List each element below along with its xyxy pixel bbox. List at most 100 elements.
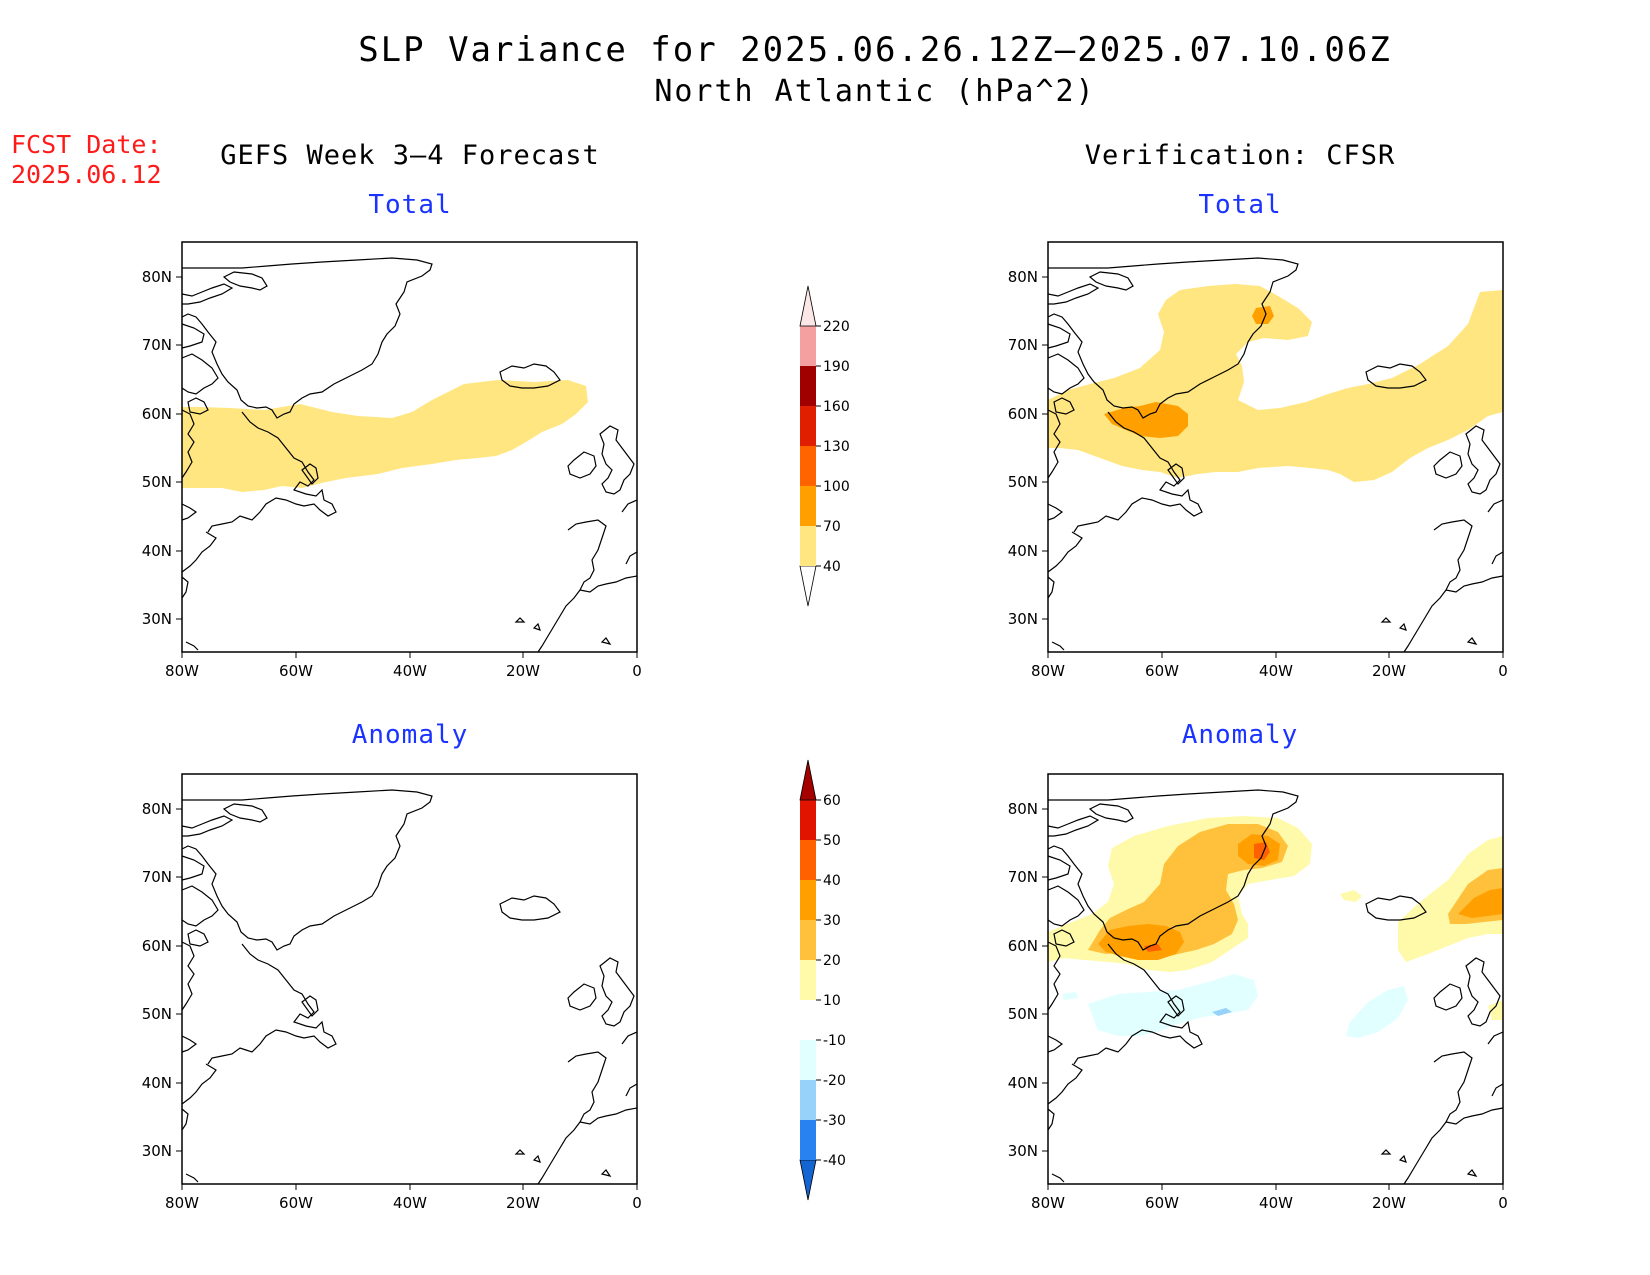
shaded-region-neg10-neg20	[1346, 986, 1408, 1038]
lat-label: 70N	[142, 336, 172, 354]
colorbar-label: 160	[823, 399, 850, 415]
colorbar-segment	[800, 1040, 816, 1080]
shaded-region-40-50	[1144, 944, 1162, 952]
shaded-region-30-40	[1458, 888, 1503, 918]
colorbar-segment	[800, 1080, 816, 1120]
lat-label: 30N	[142, 610, 172, 628]
lon-label: 80W	[165, 1194, 199, 1212]
right-column-title: Verification: CFSR	[1084, 140, 1396, 171]
lon-label: 0	[632, 662, 642, 680]
colorbar-label: 220	[823, 319, 850, 335]
fcst-date: 2025.06.12	[11, 160, 162, 189]
colorbar-segment	[800, 366, 816, 406]
lat-label: 60N	[1008, 405, 1038, 423]
colorbar-segment	[800, 960, 816, 1000]
lat-label: 60N	[142, 937, 172, 955]
shaded-region-neg10-neg20	[1088, 974, 1258, 1036]
colorbar-label: 60	[823, 793, 841, 809]
shaded-region-70-100	[1252, 306, 1274, 324]
fcst-label: FCST Date:	[11, 130, 162, 159]
lon-label: 80W	[1031, 662, 1065, 680]
lat-label: 70N	[142, 868, 172, 886]
lon-label: 40W	[393, 1194, 427, 1212]
lat-label: 60N	[1008, 937, 1038, 955]
panel-forecast-anomaly	[181, 773, 638, 1185]
lat-label: 40N	[1008, 1074, 1038, 1092]
lat-label: 30N	[142, 1142, 172, 1160]
lat-label: 80N	[142, 268, 172, 286]
colorbar-label: -20	[823, 1073, 846, 1089]
colorbar-anomaly: -40 -30 -20 -10 10 20 30 40 50 60	[799, 759, 846, 1201]
lon-label: 20W	[1372, 1194, 1406, 1212]
colorbar-label: -40	[823, 1153, 846, 1169]
lat-label: 40N	[142, 542, 172, 560]
colorbar-label: 40	[823, 559, 841, 575]
lat-label: 40N	[142, 1074, 172, 1092]
lat-label: 50N	[1008, 1005, 1038, 1023]
panel-verification-anomaly	[1047, 773, 1504, 1185]
lon-label: 40W	[1259, 1194, 1293, 1212]
colorbar-total: 40 70 100 130 160 190 220	[799, 285, 850, 607]
lat-label: 50N	[142, 473, 172, 491]
shaded-region-10-20	[1398, 836, 1503, 962]
panel-verification-total	[1047, 241, 1504, 653]
lat-label: 80N	[142, 800, 172, 818]
colorbar-segment	[799, 1159, 817, 1201]
colorbar-segment	[800, 326, 816, 366]
lon-label: 40W	[393, 662, 427, 680]
colorbar-label: -10	[823, 1033, 846, 1049]
panel-forecast-total	[181, 241, 638, 653]
map-frame	[181, 773, 638, 1185]
colorbar-segment	[800, 800, 816, 840]
shaded-region-40-70	[182, 380, 588, 492]
axis-labels: 80N 70N 60N 50N 40N 30N 80W 60W 40W 20W 0 80N 70N 60N…	[142, 268, 1508, 1212]
shaded-region-neg10-neg20	[1062, 992, 1078, 1000]
lon-label: 20W	[1372, 662, 1406, 680]
colorbar-segment	[800, 406, 816, 446]
colorbar-segment	[800, 486, 816, 526]
lat-label: 70N	[1008, 336, 1038, 354]
shaded-region-20-30	[1088, 824, 1288, 958]
colorbar-label: 20	[823, 953, 841, 969]
lon-label: 0	[1498, 1194, 1508, 1212]
lat-label: 40N	[1008, 542, 1038, 560]
lat-label: 50N	[1008, 473, 1038, 491]
colorbar-label: 10	[823, 993, 841, 1009]
colorbar-segment	[799, 759, 817, 801]
lat-label: 80N	[1008, 800, 1038, 818]
panel-title-forecast-total: Total	[368, 190, 452, 220]
shaded-region-10-20	[1340, 890, 1362, 902]
lat-label: 30N	[1008, 610, 1038, 628]
colorbar-label: 40	[823, 873, 841, 889]
panel-title-verification-total: Total	[1198, 190, 1282, 220]
colorbar-segment	[800, 880, 816, 920]
main-title: SLP Variance for 2025.06.26.12Z–2025.07.…	[358, 30, 1392, 70]
lat-label: 30N	[1008, 1142, 1038, 1160]
lon-label: 60W	[1145, 662, 1179, 680]
panel-title-verification-anomaly: Anomaly	[1181, 720, 1299, 750]
lon-label: 60W	[279, 1194, 313, 1212]
lat-label: 80N	[1008, 268, 1038, 286]
lon-label: 20W	[506, 662, 540, 680]
lon-label: 80W	[1031, 1194, 1065, 1212]
lat-label: 60N	[142, 405, 172, 423]
lon-label: 0	[632, 1194, 642, 1212]
shaded-region-neg20-neg30	[1212, 1008, 1232, 1016]
colorbar-segment	[800, 526, 816, 566]
lat-label: 70N	[1008, 868, 1038, 886]
colorbar-label: 50	[823, 833, 841, 849]
shaded-region-40-70	[1048, 284, 1503, 482]
colorbar-label: 190	[823, 359, 850, 375]
lon-label: 80W	[165, 662, 199, 680]
panel-title-forecast-anomaly: Anomaly	[351, 720, 469, 750]
colorbar-segment	[800, 840, 816, 880]
colorbar-segment	[800, 446, 816, 486]
colorbar-label: 130	[823, 439, 850, 455]
colorbar-label: 30	[823, 913, 841, 929]
colorbar-segment	[800, 1120, 816, 1160]
colorbar-segment	[799, 285, 817, 327]
main-subtitle: North Atlantic (hPa^2)	[654, 74, 1096, 109]
colorbar-segment	[800, 1000, 816, 1040]
lon-label: 20W	[506, 1194, 540, 1212]
